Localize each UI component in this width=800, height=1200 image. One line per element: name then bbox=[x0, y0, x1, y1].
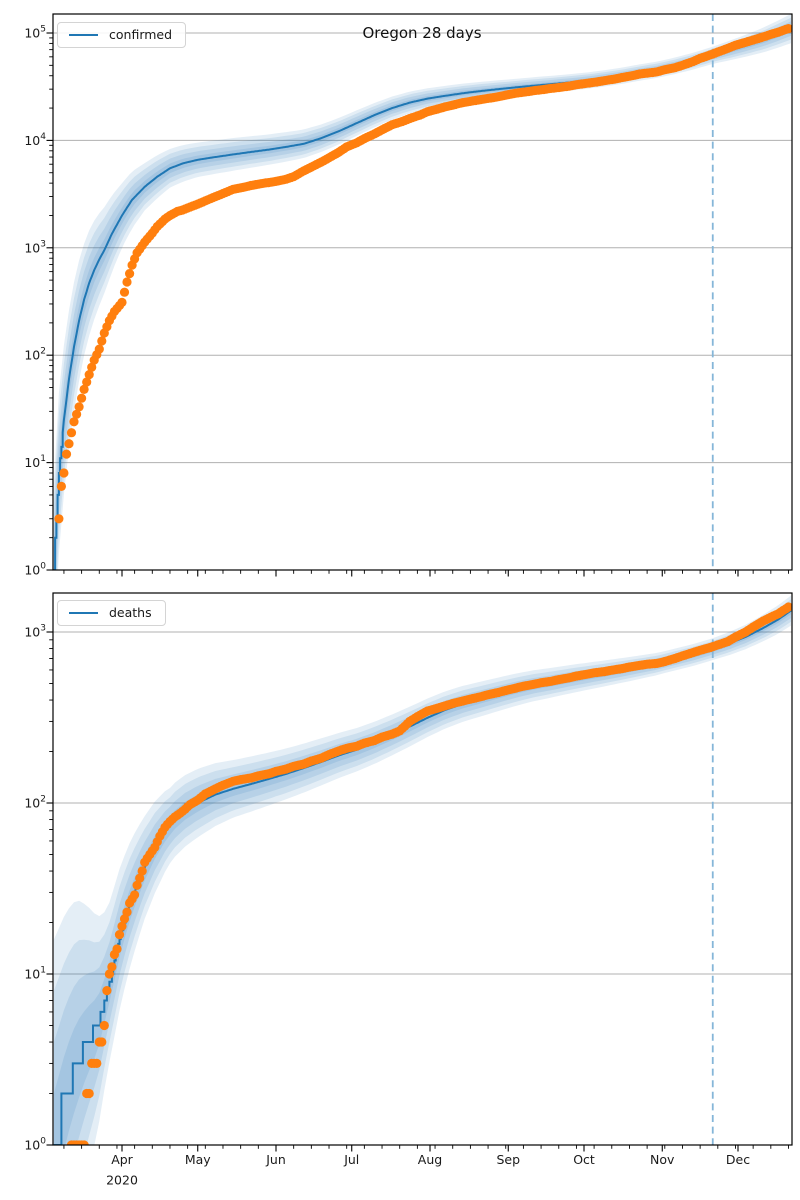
x-tick-label: May bbox=[185, 1152, 211, 1167]
x-tick-label: Jul bbox=[343, 1152, 359, 1167]
legend-deaths: deaths bbox=[57, 600, 166, 626]
y-tick-label: 100 bbox=[24, 1137, 46, 1153]
y-axis: 100 101 102 103 bbox=[24, 624, 53, 1153]
deaths-observed-dots bbox=[66, 602, 792, 1145]
x-axis: Apr May Jun Jul Aug Sep Oct Nov Dec 2020 bbox=[63, 1145, 789, 1188]
y-tick-label: 102 bbox=[24, 795, 46, 811]
legend-label: confirmed bbox=[109, 27, 173, 42]
y-tick-label: 101 bbox=[24, 454, 46, 470]
deaths-model-line bbox=[53, 609, 792, 1145]
y-tick-label: 101 bbox=[24, 966, 46, 982]
y-tick-label: 103 bbox=[24, 624, 46, 640]
y-axis: 100 101 102 103 104 105 bbox=[24, 25, 53, 578]
y-tick-label: 104 bbox=[24, 132, 46, 148]
legend-label: deaths bbox=[109, 605, 152, 620]
y-tick-label: 102 bbox=[24, 347, 46, 363]
y-tick-label: 105 bbox=[24, 25, 46, 41]
legend-confirmed: confirmed bbox=[57, 22, 187, 48]
x-axis bbox=[63, 570, 789, 577]
plot-border bbox=[52, 13, 793, 571]
x-tick-label: Jun bbox=[265, 1152, 286, 1167]
confidence-bands bbox=[53, 595, 791, 1145]
plot-border bbox=[52, 592, 793, 1146]
chart-title: Oregon 28 days bbox=[362, 24, 482, 42]
deaths-chart: 100 101 102 103 Apr May Jun Jul Aug Sep Oct Nov Dec 2… bbox=[24, 592, 793, 1188]
x-tick-label: Apr bbox=[111, 1152, 133, 1167]
x-tick-label: Nov bbox=[650, 1152, 675, 1167]
legend-line-swatch bbox=[69, 611, 98, 614]
y-tick-label: 103 bbox=[24, 239, 46, 255]
year-label: 2020 bbox=[106, 1173, 138, 1188]
legend-line-swatch bbox=[69, 33, 98, 36]
x-tick-label: Aug bbox=[418, 1152, 442, 1167]
x-tick-label: Dec bbox=[726, 1152, 750, 1167]
x-tick-label: Oct bbox=[573, 1152, 595, 1167]
y-tick-label: 100 bbox=[24, 562, 46, 578]
confirmed-observed-dots bbox=[54, 24, 792, 524]
x-tick-label: Sep bbox=[496, 1152, 520, 1167]
confirmed-chart: 100 101 102 103 104 105 bbox=[24, 13, 793, 578]
